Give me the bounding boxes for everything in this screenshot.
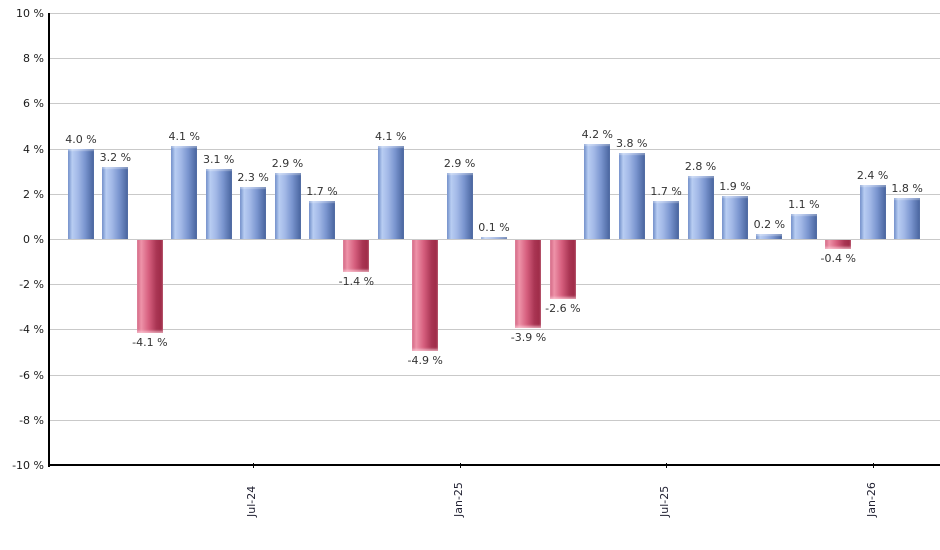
y-tick-label: 6 %	[23, 97, 44, 111]
positive-bar	[721, 196, 748, 239]
positive-bar	[205, 168, 232, 239]
positive-bar	[756, 234, 783, 239]
gridline	[48, 374, 940, 376]
gridline	[48, 419, 940, 421]
bar-value-label: 1.1 %	[788, 198, 820, 212]
negative-bar	[343, 240, 370, 272]
gridline	[48, 193, 940, 195]
gridline	[48, 58, 940, 60]
x-axis-tick	[459, 463, 461, 468]
gridline	[48, 148, 940, 150]
positive-bar	[859, 184, 886, 239]
bar-value-label: -0.4 %	[820, 252, 856, 266]
bar-value-label: 1.7 %	[306, 184, 338, 198]
y-tick-label: 8 %	[23, 52, 44, 66]
bar-value-label: -1.4 %	[338, 274, 375, 288]
bar-value-label: 3.2 %	[99, 150, 132, 164]
x-tick-label: Jul-24	[245, 485, 259, 517]
x-tick-label: Jan-26	[864, 482, 878, 517]
bar-value-label: -3.9 %	[510, 331, 547, 345]
x-tick-label: Jan-25	[451, 482, 465, 517]
y-tick-label: 2 %	[23, 187, 44, 201]
positive-bar	[481, 236, 508, 239]
y-tick-label: 10 %	[16, 7, 44, 20]
x-axis-tick	[872, 463, 874, 468]
y-axis-line	[48, 13, 50, 467]
bar-value-label: -4.1 %	[132, 335, 168, 349]
positive-bar	[377, 146, 404, 239]
plot-area	[48, 13, 940, 465]
bar-value-label: 3.8 %	[615, 137, 648, 151]
positive-bar	[171, 146, 198, 239]
bar-value-label: 0.1 %	[478, 220, 510, 234]
bar-value-label: 2.8 %	[684, 159, 717, 173]
bar-value-label: -4.9 %	[407, 353, 443, 367]
bar-value-label: 2.3 %	[237, 171, 269, 185]
x-tick-label: Jul-25	[658, 485, 672, 517]
positive-bar	[240, 187, 267, 239]
positive-bar	[274, 173, 301, 239]
positive-bar	[584, 144, 611, 239]
bar-value-label: 1.9 %	[719, 180, 751, 194]
bar-value-label: 4.1 %	[168, 130, 200, 144]
positive-bar	[653, 200, 680, 239]
negative-bar	[136, 240, 163, 333]
x-axis-tick	[666, 463, 668, 468]
positive-bar	[790, 214, 817, 239]
gridline	[48, 103, 940, 105]
positive-bar	[618, 153, 645, 239]
y-tick-label: -10 %	[12, 459, 44, 472]
negative-bar	[515, 240, 542, 329]
x-axis-line	[48, 464, 940, 466]
gridline	[48, 284, 940, 286]
positive-bar	[68, 148, 94, 239]
bar-value-label: 4.0 %	[65, 132, 97, 146]
y-tick-label: -2 %	[19, 278, 44, 292]
bar-value-label: 2.9 %	[443, 157, 476, 171]
bar-value-label: 0.2 %	[753, 218, 786, 232]
bar-value-label: 2.9 %	[271, 157, 304, 171]
bar-value-label: 4.1 %	[375, 130, 407, 144]
gridline	[48, 329, 940, 331]
y-tick-label: -8 %	[19, 413, 44, 427]
negative-bar	[549, 240, 576, 299]
bar-value-label: 1.7 %	[650, 184, 682, 198]
y-tick-label: 4 %	[23, 142, 44, 156]
y-tick-label: 0 %	[23, 233, 44, 246]
bar-value-label: -2.6 %	[545, 301, 581, 315]
positive-bar	[308, 200, 335, 239]
gridline	[48, 13, 940, 14]
negative-bar	[412, 240, 439, 351]
positive-bar	[894, 198, 921, 239]
y-tick-label: -4 %	[19, 323, 44, 337]
gridline	[48, 239, 940, 240]
bar-value-label: 1.8 %	[891, 182, 923, 196]
positive-bar	[102, 166, 129, 239]
bar-value-label: 4.2 %	[581, 128, 614, 142]
x-axis-tick	[253, 463, 255, 468]
bar-value-label: 2.4 %	[856, 168, 889, 182]
positive-bar	[687, 175, 714, 239]
positive-bar	[446, 173, 473, 239]
negative-bar	[825, 240, 852, 250]
bar-value-label: 3.1 %	[202, 152, 235, 166]
y-tick-label: -6 %	[19, 368, 44, 382]
